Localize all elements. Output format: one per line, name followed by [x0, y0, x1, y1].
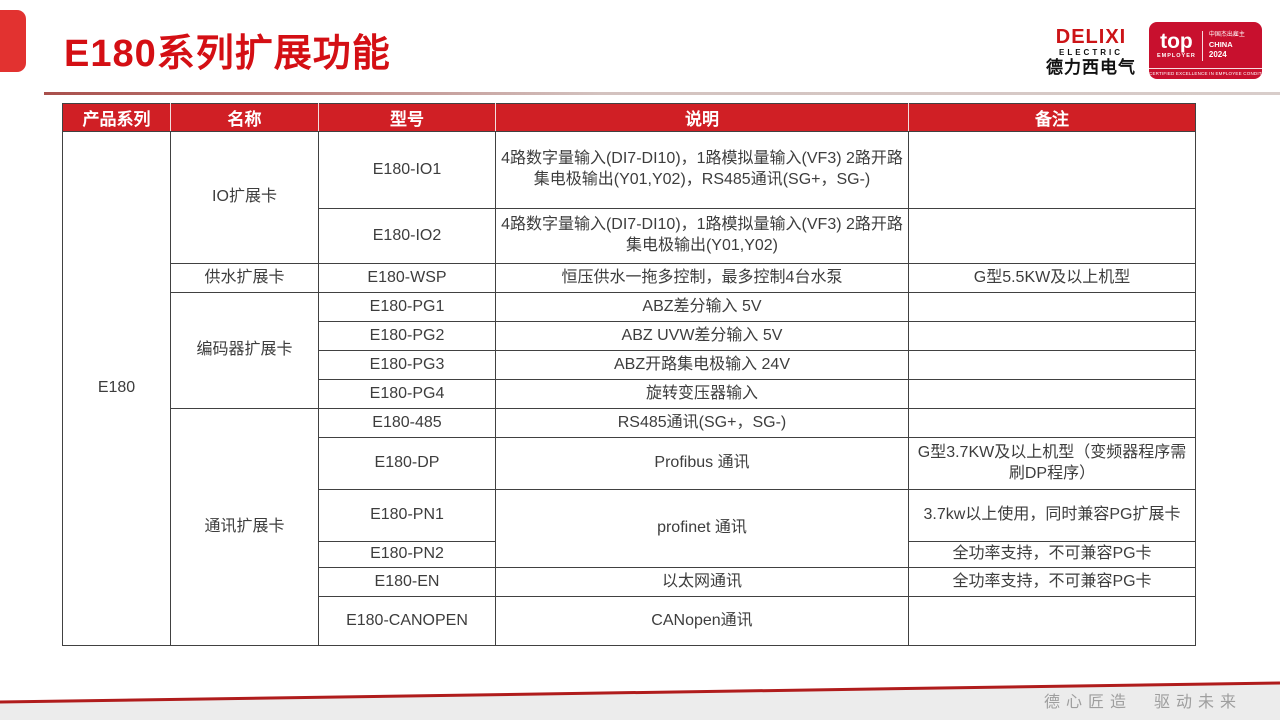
title-divider [44, 92, 1280, 95]
header-description: 说明 [495, 103, 909, 132]
table-row: E180-DP Profibus 通讯 G型3.7KW及以上机型（变频器程序需刷… [63, 437, 1196, 490]
top-employer-badge-right: 中国杰出雇主 CHINA 2024 [1209, 31, 1245, 60]
delixi-electric-label: ELECTRIC [1059, 48, 1123, 57]
top-employer-year: 2024 [1208, 49, 1227, 59]
cell-group-name: 通讯扩展卡 [170, 408, 319, 646]
cell-remark [908, 208, 1196, 264]
badge-divider [1201, 31, 1203, 61]
table-row: E180-CANOPEN CANopen通讯 [63, 596, 1196, 646]
footer-slogan: 德心匠造 驱动未来 [1043, 694, 1242, 711]
cell-remark [908, 350, 1196, 380]
delixi-chinese-name: 德力西电气 [1046, 58, 1136, 78]
table-row: E180-PG2 ABZ UVW差分输入 5V [63, 321, 1196, 351]
top-employer-badge-main: top EMPLOYER 中国杰出雇主 CHINA 2024 [1149, 22, 1262, 68]
table-row: E180-IO2 4路数字量输入(DI7-DI10)，1路模拟量输入(VF3) … [63, 208, 1196, 264]
cell-model: E180-PG2 [318, 321, 496, 351]
cell-description: 恒压供水一拖多控制，最多控制4台水泵 [495, 263, 909, 293]
page-title: E180系列扩展功能 [64, 33, 391, 75]
delixi-wordmark: DELIXI [1055, 26, 1127, 48]
title-accent-bar [0, 10, 26, 72]
cell-description: ABZ差分输入 5V [495, 292, 909, 322]
table-row: E180 IO扩展卡 E180-IO1 4路数字量输入(DI7-DI10)，1路… [62, 131, 1196, 646]
table-row: E180-PG4 旋转变压器输入 [63, 379, 1196, 409]
cell-description: 旋转变压器输入 [495, 379, 909, 409]
cell-model: E180-485 [318, 408, 496, 438]
cell-remark: 全功率支持，不可兼容PG卡 [908, 567, 1196, 597]
cell-model: E180-DP [318, 437, 496, 490]
cell-series: E180 [62, 131, 171, 646]
cell-remark [908, 408, 1196, 438]
cell-remark: 3.7kw以上使用，同时兼容PG扩展卡 [908, 489, 1196, 542]
top-employer-cn: 中国杰出雇主 [1208, 32, 1245, 39]
cell-description: RS485通讯(SG+，SG-) [495, 408, 909, 438]
cell-description: ABZ开路集电极输入 24V [495, 350, 909, 380]
cell-model: E180-PN1 [318, 489, 496, 542]
cell-model: E180-PG4 [318, 379, 496, 409]
top-employer-label: EMPLOYER [1157, 53, 1196, 60]
cell-description: ABZ UVW差分输入 5V [495, 321, 909, 351]
cell-remark [908, 131, 1196, 209]
footer-diagonal-decoration [0, 681, 1280, 720]
top-employer-word: top [1160, 29, 1193, 53]
cell-model: E180-IO2 [318, 208, 496, 264]
cell-model: E180-CANOPEN [318, 596, 496, 646]
cell-description: 4路数字量输入(DI7-DI10)，1路模拟量输入(VF3) 2路开路集电极输出… [495, 208, 909, 264]
cell-description: CANopen通讯 [495, 596, 909, 646]
cell-remark [908, 292, 1196, 322]
cell-group-name: 供水扩展卡 [170, 263, 319, 293]
cell-description: 4路数字量输入(DI7-DI10)，1路模拟量输入(VF3) 2路开路集电极输出… [495, 131, 909, 209]
cell-model: E180-EN [318, 567, 496, 597]
cell-remark [908, 321, 1196, 351]
cell-description: Profibus 通讯 [495, 437, 909, 490]
top-employer-certified-strip: CERTIFIED EXCELLENCE IN EMPLOYEE CONDITI… [1149, 68, 1262, 79]
cell-remark [908, 379, 1196, 409]
header-name: 名称 [170, 103, 319, 132]
header-model: 型号 [318, 103, 496, 132]
cell-remark [908, 596, 1196, 646]
cell-group-name: 编码器扩展卡 [170, 292, 319, 409]
table-row: 供水扩展卡 E180-WSP 恒压供水一拖多控制，最多控制4台水泵 G型5.5K… [63, 263, 1196, 293]
table-row: E180-PG3 ABZ开路集电极输入 24V [63, 350, 1196, 380]
cell-group-name: IO扩展卡 [170, 131, 319, 264]
top-employer-badge: top EMPLOYER 中国杰出雇主 CHINA 2024 CERTIFIED… [1149, 22, 1262, 79]
header-remark: 备注 [908, 103, 1196, 132]
top-employer-country: CHINA [1208, 39, 1233, 49]
expansion-feature-table: 产品系列 名称 型号 说明 备注 E180 IO扩展卡 E180-IO1 4路数… [62, 103, 1196, 646]
cell-model: E180-PN2 [318, 541, 496, 568]
cell-model: E180-IO1 [318, 131, 496, 209]
cell-description: profinet 通讯 [495, 489, 909, 568]
top-employer-badge-left: top EMPLOYER [1157, 29, 1196, 60]
cell-model: E180-WSP [318, 263, 496, 293]
table-header-row: 产品系列 名称 型号 说明 备注 [62, 103, 1196, 132]
cell-remark: 全功率支持，不可兼容PG卡 [908, 541, 1196, 568]
cell-remark: G型5.5KW及以上机型 [908, 263, 1196, 293]
cell-remark: G型3.7KW及以上机型（变频器程序需刷DP程序） [908, 437, 1196, 490]
delixi-logo: DELIXI ELECTRIC 德力西电气 [1043, 27, 1139, 77]
table-row: E180-PN1 profinet 通讯 3.7kw以上使用，同时兼容PG扩展卡 [63, 489, 1196, 568]
cell-model: E180-PG1 [318, 292, 496, 322]
header-product-series: 产品系列 [62, 103, 171, 132]
cell-description: 以太网通讯 [495, 567, 909, 597]
table-row: 通讯扩展卡 E180-485 RS485通讯(SG+，SG-) [63, 408, 1196, 646]
cell-model: E180-PG3 [318, 350, 496, 380]
table-row: E180-PN2 全功率支持，不可兼容PG卡 [63, 541, 1196, 568]
table-row: 编码器扩展卡 E180-PG1 ABZ差分输入 5V [63, 292, 1196, 409]
